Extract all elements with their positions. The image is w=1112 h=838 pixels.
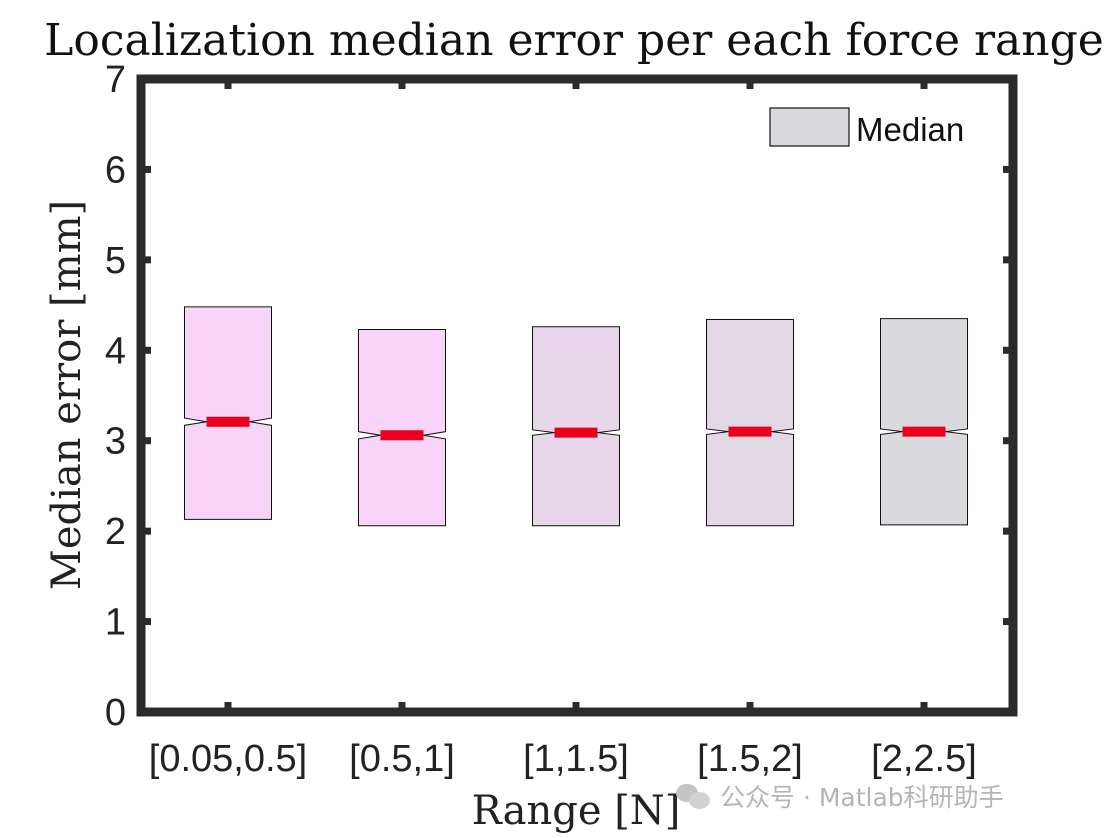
y-tick-label-0: 0: [105, 692, 126, 734]
x-tick-label-1: [0.05,0.5]: [149, 738, 307, 780]
box-3: [532, 326, 620, 527]
y-tick-label-3: 3: [105, 421, 126, 463]
box-4: [706, 319, 794, 527]
y-tick-label-5: 5: [105, 240, 126, 282]
x-tick-label-3: [1,1.5]: [523, 738, 629, 780]
box-1: [184, 306, 272, 520]
x-tick-label-2: [0.5,1]: [349, 738, 455, 780]
x-tick-label-4: [1.5,2]: [697, 738, 803, 780]
wechat-icon: [676, 782, 712, 810]
y-axis-label: Median error [mm]: [44, 200, 90, 590]
box-5: [880, 318, 968, 526]
x-axis-label: Range [N]: [472, 788, 681, 834]
legend-label: Median: [856, 111, 964, 148]
y-tick-label-4: 4: [105, 330, 126, 372]
y-tick-label-7: 7: [105, 59, 126, 101]
x-tick-label-5: [2,2.5]: [871, 738, 977, 780]
y-tick-label-2: 2: [105, 511, 126, 553]
watermark-text: 公众号 · Matlab科研助手: [720, 783, 1004, 812]
boxes: [184, 306, 968, 527]
box-2: [358, 328, 446, 527]
y-tick-label-1: 1: [105, 602, 126, 644]
legend: Median: [769, 107, 964, 148]
y-tick-label-6: 6: [105, 149, 126, 191]
legend-swatch: [769, 107, 850, 147]
watermark: 公众号 · Matlab科研助手: [676, 778, 1004, 814]
ticks: 0 1 2 3 4 5 6 7 [0.05,0.5] [0.5,1] [1,1.5] [1.5,2] […: [105, 59, 1013, 780]
chart-title: Localization median error per each force…: [44, 15, 1104, 66]
